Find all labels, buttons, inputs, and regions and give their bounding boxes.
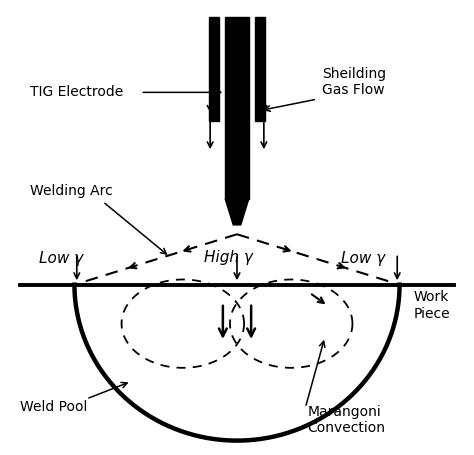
Text: Marangoni
Convection: Marangoni Convection — [308, 405, 386, 435]
Text: Low γ: Low γ — [39, 251, 83, 266]
Bar — [209, 17, 219, 121]
Polygon shape — [225, 199, 249, 225]
Text: High γ: High γ — [204, 250, 253, 265]
Text: Sheilding
Gas Flow: Sheilding Gas Flow — [322, 67, 386, 97]
Text: Welding Arc: Welding Arc — [30, 184, 112, 198]
Text: Weld Pool: Weld Pool — [20, 400, 88, 414]
Bar — [225, 17, 249, 199]
Text: Work
Piece: Work Piece — [414, 290, 450, 321]
Bar — [255, 17, 265, 121]
Text: TIG Electrode: TIG Electrode — [30, 86, 123, 99]
Text: Low γ: Low γ — [341, 251, 385, 266]
